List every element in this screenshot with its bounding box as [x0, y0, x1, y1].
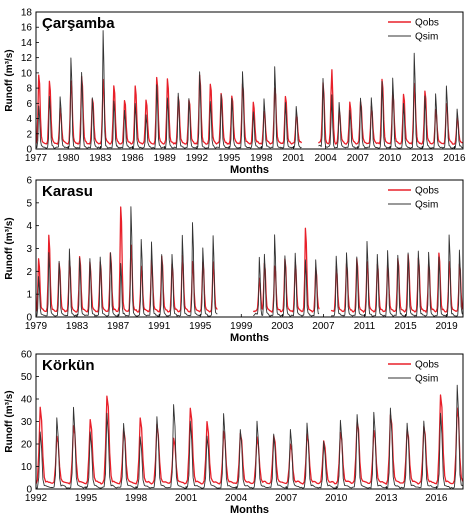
y-tick-label: 10	[21, 462, 33, 473]
y-tick-label: 4	[26, 114, 32, 125]
x-tick-label: 1989	[154, 153, 177, 164]
plot-frame	[35, 11, 464, 150]
x-axis-label: Months	[230, 332, 269, 344]
panel-title: Körkün	[42, 357, 95, 374]
y-tick-label: 0	[26, 145, 32, 156]
y-tick-label: 3	[26, 244, 32, 255]
series-line-qsim	[330, 234, 464, 317]
series-line-qobs	[317, 69, 463, 145]
legend-label-qobs: Qobs	[415, 18, 439, 29]
legend-label-qsim: Qsim	[415, 200, 438, 211]
x-tick-label: 2001	[282, 153, 305, 164]
y-tick-label: 50	[21, 372, 33, 383]
y-tick-label: 2	[26, 267, 32, 278]
y-tick-label: 20	[21, 440, 33, 451]
panel-3: 0 10 20 30 40 50 60 1992 1995 1998 2001 2004 2007 201…	[4, 350, 464, 516]
x-tick-label: 1998	[125, 493, 148, 504]
x-tick-label: 2010	[379, 153, 402, 164]
legend-label-qobs: Qobs	[415, 360, 439, 371]
x-tick-label: 1995	[189, 321, 212, 332]
y-tick-label: 6	[26, 176, 32, 187]
x-tick-label: 1979	[25, 321, 48, 332]
panel-title: Çarşamba	[42, 15, 115, 32]
x-tick-label: 1998	[250, 153, 273, 164]
legend-label-qsim: Qsim	[415, 374, 438, 385]
series-line-qsim	[253, 234, 320, 317]
x-tick-label: 1983	[89, 153, 112, 164]
x-tick-label: 1995	[218, 153, 241, 164]
y-axis-label: Runoff (m³/s)	[4, 217, 15, 279]
series-line-qobs	[35, 394, 464, 485]
y-tick-label: 30	[21, 417, 33, 428]
panel-1: 0 2 4 6 8 10 12 14 16 18 1977 1980 1983 1986 1989 1992 1…	[4, 8, 466, 177]
series-line-qsim	[35, 30, 302, 149]
x-tick-label: 1995	[75, 493, 98, 504]
x-tick-label: 1980	[57, 153, 80, 164]
x-tick-label: 1983	[66, 321, 89, 332]
x-tick-label: 2004	[315, 153, 338, 164]
x-tick-label: 1992	[25, 493, 48, 504]
x-tick-label: 2004	[225, 493, 248, 504]
x-tick-label: 1977	[25, 153, 48, 164]
panel-title: Karasu	[42, 183, 93, 200]
x-tick-label: 1992	[186, 153, 209, 164]
y-tick-label: 8	[26, 84, 32, 95]
y-tick-label: 4	[26, 221, 32, 232]
y-tick-label: 18	[21, 8, 33, 19]
x-tick-label: 2016	[425, 493, 448, 504]
x-tick-label: 2007	[275, 493, 298, 504]
y-tick-label: 14	[21, 38, 33, 49]
x-tick-label: 1987	[107, 321, 130, 332]
legend-label-qobs: Qobs	[415, 186, 439, 197]
y-tick-label: 0	[26, 485, 32, 496]
x-axis-label: Months	[230, 504, 269, 516]
y-tick-label: 2	[26, 129, 32, 140]
y-axis-label: Runoff (m³/s)	[4, 390, 15, 452]
x-tick-label: 2019	[435, 321, 458, 332]
series-line-qsim	[35, 206, 218, 317]
x-tick-label: 2010	[325, 493, 348, 504]
series-line-qobs	[35, 74, 303, 145]
x-tick-label: 2016	[443, 153, 466, 164]
x-tick-label: 2013	[411, 153, 434, 164]
x-tick-label: 2007	[312, 321, 335, 332]
y-tick-label: 5	[26, 198, 32, 209]
plot-frame	[35, 353, 464, 490]
y-axis-label: Runoff (m³/s)	[4, 49, 15, 111]
y-tick-label: 12	[21, 53, 33, 64]
y-tick-label: 0	[26, 313, 32, 324]
x-tick-label: 2001	[175, 493, 198, 504]
x-tick-label: 2003	[271, 321, 294, 332]
y-tick-label: 60	[21, 350, 33, 361]
x-tick-label: 2015	[394, 321, 417, 332]
x-axis-label: Months	[230, 164, 269, 176]
series-line-qobs	[35, 206, 218, 313]
x-tick-label: 2011	[354, 321, 376, 332]
y-tick-label: 40	[21, 395, 33, 406]
y-tick-label: 16	[21, 23, 33, 34]
y-tick-label: 6	[26, 99, 32, 110]
x-tick-label: 2007	[347, 153, 370, 164]
legend-label-qsim: Qsim	[415, 32, 438, 43]
series-line-qsim	[35, 384, 463, 489]
x-tick-label: 1986	[121, 153, 144, 164]
panel-2: 0 1 2 3 4 5 6 1979 1983 1987 1991 1995 1999 2003 2007 2…	[4, 176, 464, 344]
x-tick-label: 1991	[148, 321, 171, 332]
series-line-qsim	[318, 52, 463, 149]
x-tick-label: 2013	[375, 493, 398, 504]
x-tick-label: 1999	[230, 321, 253, 332]
y-tick-label: 1	[26, 290, 32, 301]
y-tick-label: 10	[21, 68, 33, 79]
